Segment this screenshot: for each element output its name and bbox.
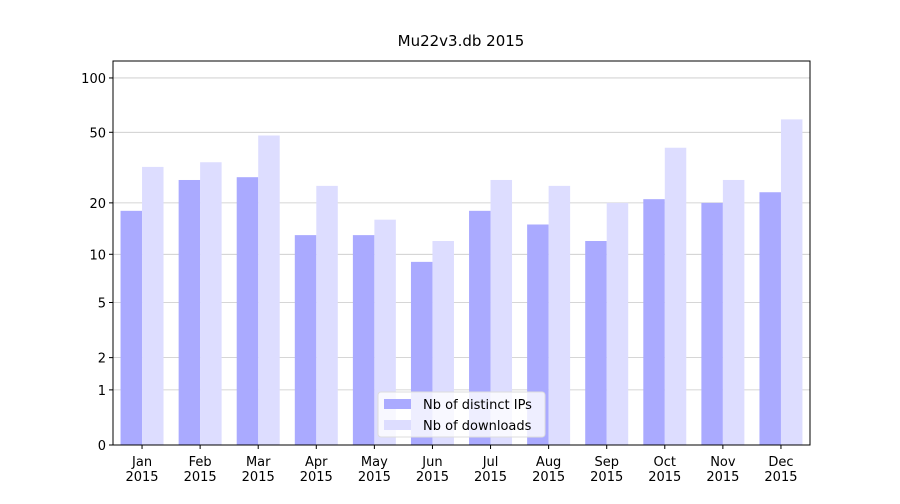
legend-box [377, 391, 546, 438]
bar [527, 224, 549, 445]
x-tick-label: Jun 2015 [416, 455, 449, 485]
bar [759, 192, 781, 445]
bar [258, 135, 280, 445]
bar [316, 185, 338, 445]
x-tick-label: May 2015 [358, 455, 391, 485]
bar [780, 119, 803, 446]
bar [469, 210, 491, 445]
bar [643, 199, 665, 445]
y-tick-label: 50 [89, 126, 106, 141]
bar [352, 235, 375, 445]
chart-title: Mu22v3.db 2015 [398, 32, 525, 50]
bar [294, 235, 317, 445]
bar [548, 185, 571, 445]
bar [120, 210, 143, 445]
x-tick-label: Mar 2015 [242, 455, 275, 485]
y-tick-label: 10 [89, 248, 106, 263]
x-tick-label: Nov 2015 [706, 455, 739, 485]
legend-label: Nb of distinct IPs [423, 398, 532, 413]
bar [142, 166, 164, 445]
y-tick-label: 100 [81, 72, 106, 87]
x-tick-label: Jan 2015 [125, 455, 158, 485]
bar [585, 241, 607, 445]
bar [490, 179, 513, 445]
legend: Nb of distinct IPs Nb of downloads [377, 391, 546, 438]
y-tick-label: 2 [98, 352, 106, 367]
bar [374, 219, 396, 445]
y-tick-label: 0 [98, 439, 106, 454]
x-tick-label: Dec 2015 [764, 455, 797, 485]
legend-swatch [384, 420, 411, 430]
bar [701, 202, 723, 445]
bar [178, 179, 201, 445]
bar [664, 147, 687, 446]
bar [200, 162, 222, 446]
bar [722, 179, 745, 445]
x-tick-label: Jul 2015 [474, 455, 507, 485]
x-tick-label: Aug 2015 [532, 455, 565, 485]
legend-label: Nb of downloads [423, 419, 532, 434]
bar [606, 202, 629, 445]
x-tick-label: Apr 2015 [300, 455, 333, 485]
x-tick-label: Oct 2015 [648, 455, 681, 485]
bar [236, 177, 259, 445]
y-tick-label: 5 [98, 296, 106, 311]
y-tick-label: 1 [98, 384, 106, 399]
plot-frame [112, 60, 811, 446]
legend-swatch [384, 399, 411, 409]
x-tick-label: Sep 2015 [590, 455, 623, 485]
y-tick-label: 20 [89, 197, 106, 212]
x-tick-label: Feb 2015 [184, 455, 217, 485]
